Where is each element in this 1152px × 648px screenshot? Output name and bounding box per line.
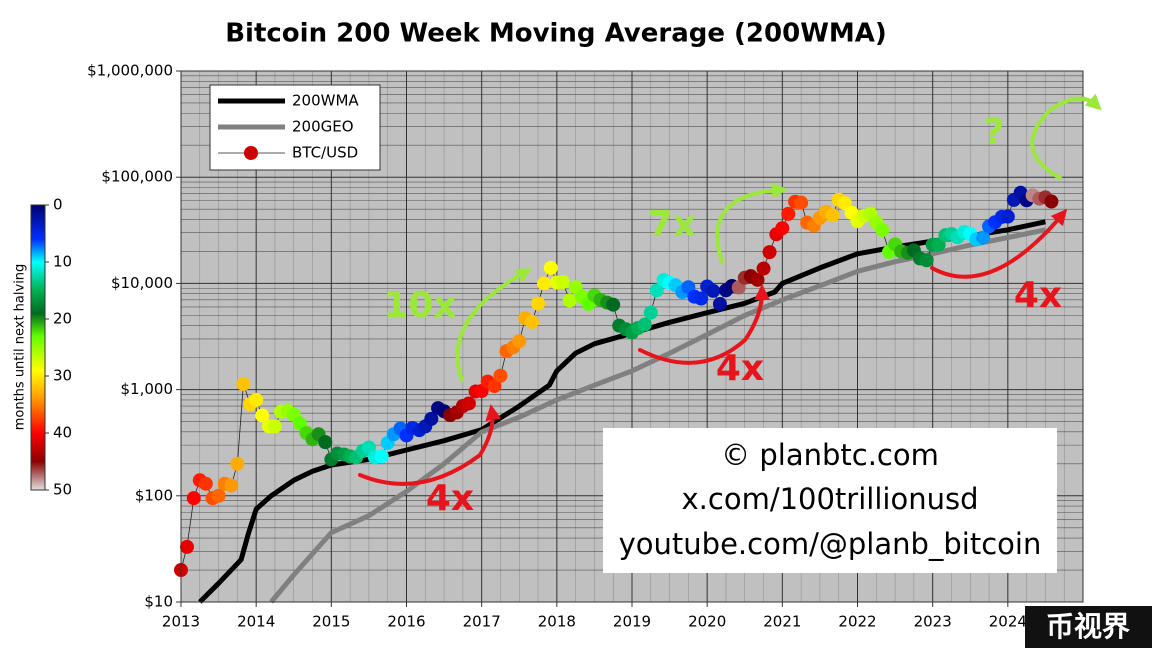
- price-dot: [825, 208, 840, 223]
- average-line: [198, 219, 1046, 604]
- price-dot: [211, 488, 226, 503]
- price-dot: [531, 296, 546, 311]
- price-dot: [461, 396, 476, 411]
- price-dot: [512, 334, 527, 349]
- arrow: [1030, 93, 1102, 180]
- price-dot: [198, 476, 213, 491]
- annotation: 4x: [426, 478, 474, 519]
- price-dot: [267, 419, 282, 434]
- colorbar-tick-label: 10: [53, 253, 72, 271]
- arrow: [638, 284, 770, 365]
- annotation: 4x: [716, 348, 764, 389]
- x-tick-label: 2015: [312, 613, 350, 631]
- x-tick-label: 2017: [463, 613, 501, 631]
- arrow: [455, 268, 532, 382]
- arrow: [930, 208, 1068, 279]
- price-dot: [255, 408, 270, 423]
- x-tick-label: 2022: [838, 613, 876, 631]
- price-dot: [781, 206, 796, 221]
- legend-label: 200WMA: [292, 92, 359, 110]
- price-dot: [487, 379, 502, 394]
- y-tick-label: $1,000: [121, 380, 174, 398]
- colorbar-tick-label: 50: [53, 481, 72, 499]
- colorbar-label: months until next halving: [13, 264, 28, 431]
- colorbar-tick-label: 20: [53, 310, 72, 328]
- price-dot: [562, 293, 577, 308]
- legend: 200WMA 200GEO BTC/USD: [209, 84, 381, 171]
- x-tick-label: 2013: [162, 613, 200, 631]
- price-dot: [756, 261, 771, 276]
- x-tick-label: 2014: [237, 613, 275, 631]
- x-tick-label: 2023: [914, 613, 952, 631]
- x-tick-label: 2018: [538, 613, 576, 631]
- arrow: [715, 182, 788, 264]
- price-dot: [236, 376, 251, 391]
- price-dot: [606, 297, 621, 312]
- x-tick-label: 2016: [387, 613, 425, 631]
- legend-label: BTC/USD: [292, 144, 358, 162]
- arrow: [358, 404, 502, 486]
- price-dot: [224, 478, 239, 493]
- price-dot: [637, 317, 652, 332]
- price-dot: [318, 435, 333, 450]
- chart-title: Bitcoin 200 Week Moving Average (200WMA): [225, 19, 887, 49]
- price-dot: [919, 253, 934, 268]
- price-dot: [750, 272, 765, 287]
- annotation: 4x: [1014, 275, 1062, 316]
- price-dot: [493, 368, 508, 383]
- price-dot: [537, 276, 552, 291]
- y-tick-label: $100: [135, 486, 173, 504]
- price-dot: [186, 491, 201, 506]
- price-dot: [712, 296, 727, 311]
- price-dot: [694, 291, 709, 306]
- colorbar-tick-label: 30: [53, 367, 72, 385]
- price-dot: [249, 392, 264, 407]
- arrows: [358, 93, 1102, 486]
- annotation: 10x: [383, 285, 456, 326]
- price-dot: [555, 275, 570, 290]
- annotation: ?: [984, 112, 1005, 153]
- watermark-box: [1025, 606, 1152, 648]
- price-dot: [976, 230, 991, 245]
- legend-label: 200GEO: [292, 118, 354, 136]
- y-tick-label: $10,000: [111, 274, 173, 292]
- y-tick-label: $10: [144, 593, 173, 611]
- colorbar-tick-label: 40: [53, 424, 72, 442]
- x-tick-label: 2021: [763, 613, 801, 631]
- credit-line: © planbtc.com: [721, 438, 939, 472]
- price-dot: [424, 411, 439, 426]
- annotation: 7x: [648, 204, 696, 245]
- price-dot: [649, 283, 664, 298]
- watermark: 币视界: [1046, 610, 1130, 643]
- y-tick-label: $100,000: [101, 168, 173, 186]
- price-dot: [525, 314, 540, 329]
- colorbar: 0 10 20 30 40 50: [30, 196, 72, 499]
- x-tick-label: 2019: [613, 613, 651, 631]
- colorbar-bar: [30, 204, 46, 491]
- price-dot: [543, 260, 558, 275]
- colorbar-tick-label: 0: [53, 196, 63, 214]
- price-dot: [875, 223, 890, 238]
- price-dot: [1044, 194, 1059, 209]
- price-dot: [775, 221, 790, 236]
- price-dot: [794, 195, 809, 210]
- price-dot: [762, 245, 777, 260]
- credit-line: x.com/100trillionusd: [682, 482, 979, 516]
- y-tick-label: $1,000,000: [87, 62, 173, 80]
- price-dot: [706, 283, 721, 298]
- credit-line: youtube.com/@planb_bitcoin: [619, 527, 1042, 561]
- price-dot: [180, 539, 195, 554]
- price-dot: [1000, 209, 1015, 224]
- price-dot: [230, 456, 245, 471]
- legend-dot: [244, 146, 258, 160]
- price-dot: [643, 305, 658, 320]
- x-tick-label: 2020: [688, 613, 726, 631]
- price-dot: [374, 449, 389, 464]
- lines: [174, 185, 1059, 604]
- credits-box: [603, 428, 1057, 573]
- x-tick-label: 2024: [989, 613, 1027, 631]
